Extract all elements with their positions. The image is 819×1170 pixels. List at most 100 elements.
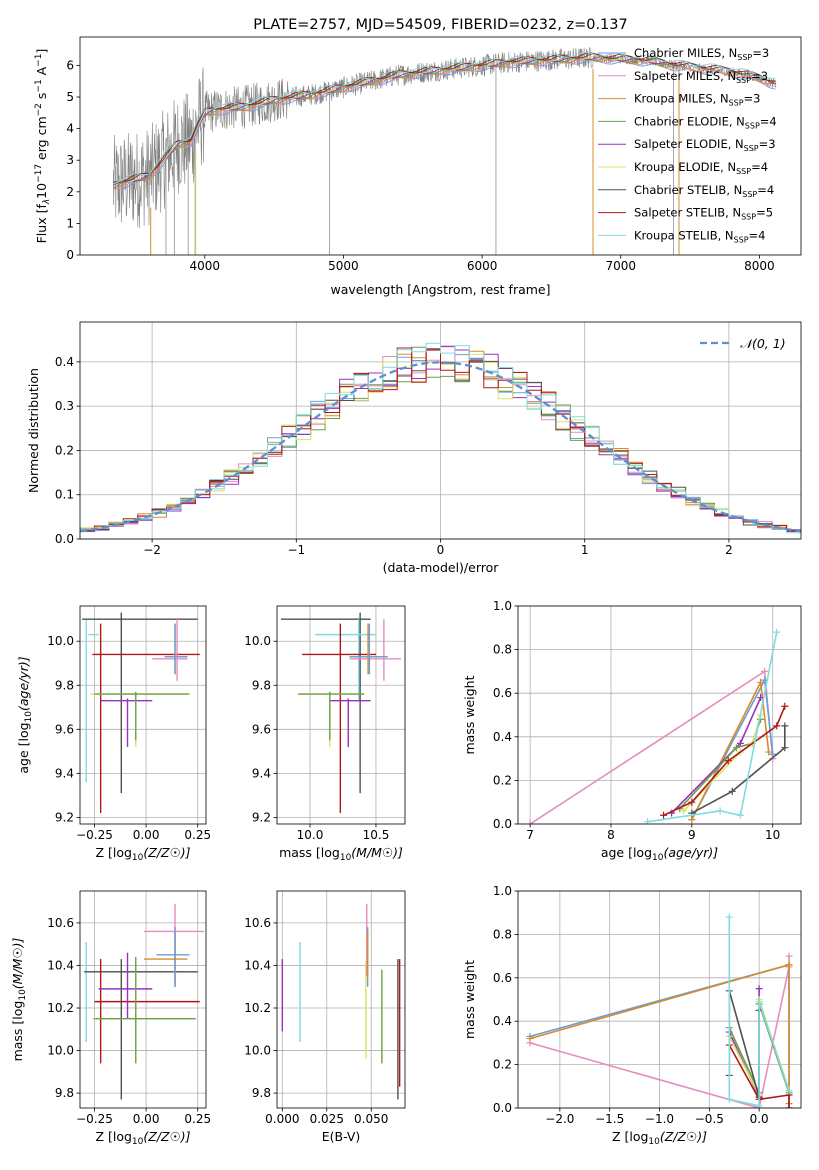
x-tick-label: 0.0 bbox=[750, 1112, 769, 1126]
legend-entry: Kroupa STELIB, NSSP=4 bbox=[634, 228, 765, 244]
data-point-marker bbox=[728, 787, 736, 795]
legend-entry: Chabrier ELODIE, NSSP=4 bbox=[634, 114, 777, 130]
label-part: −2 bbox=[34, 103, 44, 116]
label-part: Z [log bbox=[95, 845, 131, 860]
y-tick-label: 1.0 bbox=[493, 599, 512, 613]
axes-mass_vs_EBV: 0.000 0.025 0.050 9.8 10.0 10.2 10.4 10.6 E(B-V) bbox=[244, 890, 406, 1144]
label-part: Salpeter MILES, N bbox=[634, 69, 736, 83]
data-point-marker bbox=[688, 816, 696, 824]
x-axis-label: (data-model)/error bbox=[383, 560, 500, 575]
label-part: SSP bbox=[729, 99, 744, 108]
data-point-marker bbox=[660, 811, 668, 819]
data-point-marker bbox=[716, 807, 724, 815]
axes-frame bbox=[517, 605, 802, 825]
label-part: 10 bbox=[652, 853, 664, 863]
x-axis-label: E(B-V) bbox=[322, 1129, 361, 1144]
x-tick-label: −0.5 bbox=[695, 1112, 724, 1126]
y-tick-label: 9.8 bbox=[252, 678, 271, 692]
label-part: age [log bbox=[16, 722, 31, 773]
data-point-marker bbox=[781, 722, 789, 730]
axes-age_vs_Z: −0.25 0.00 0.259.29.49.69.810.0Z [log10(Z/… bbox=[16, 605, 211, 863]
axes-massweight_vs_Z: −2.0 −1.5 −1.0 −0.5 0.0 0.0 0.2 0.4 0.6 0.8 1.0 Z [… bbox=[462, 884, 802, 1147]
y-tick-label: 10.6 bbox=[244, 916, 271, 930]
label-part: =3 bbox=[744, 92, 761, 106]
y-tick-label: 9.4 bbox=[55, 766, 74, 780]
x-tick-label: −1 bbox=[287, 543, 305, 557]
label-part: Z [log bbox=[95, 1129, 131, 1144]
y-axis-label: mass weight bbox=[462, 675, 477, 754]
series-line-kroupa-stelib bbox=[647, 632, 778, 823]
label-part: Salpeter ELODIE, N bbox=[634, 137, 744, 151]
x-tick-label: 8 bbox=[607, 828, 615, 842]
data-point-marker bbox=[725, 1095, 733, 1103]
label-part: s bbox=[34, 93, 49, 104]
data-point-marker bbox=[773, 722, 781, 730]
y-tick-label: 1.0 bbox=[493, 884, 512, 898]
y-tick-label: 0.0 bbox=[55, 532, 74, 546]
y-axis-label: mass [log10(M/M☉)] bbox=[10, 937, 28, 1061]
model-line-salpeter-miles bbox=[113, 58, 776, 190]
y-tick-label: 10.0 bbox=[47, 1044, 74, 1058]
label-part: Kroupa STELIB, N bbox=[634, 228, 734, 242]
y-axis-label: Flux [fλ10−17 erg cm−2 s−1 A−1] bbox=[34, 49, 52, 244]
axes-mass_vs_Z: −0.25 0.00 0.259.810.010.210.410.6Z [log10… bbox=[10, 890, 211, 1147]
x-tick-label: 2 bbox=[725, 543, 733, 557]
legend-entry: 𝒩(0, 1) bbox=[740, 336, 786, 351]
y-axis-label: Normed distribution bbox=[26, 368, 41, 493]
y-tick-label: 10.0 bbox=[244, 634, 271, 648]
legend: Chabrier MILES, NSSP=3 Salpeter MILES, N S… bbox=[598, 46, 777, 244]
data-point-marker bbox=[688, 798, 696, 806]
label-part: 10 bbox=[18, 989, 28, 1001]
y-tick-label: 10.2 bbox=[47, 1001, 74, 1015]
label-part: SSP bbox=[742, 190, 757, 199]
data-point-marker bbox=[736, 811, 744, 819]
y-tick-label: 9.6 bbox=[55, 722, 74, 736]
x-axis-label: Z [log10(Z/Z☉)] bbox=[612, 1129, 707, 1147]
label-part: (Z/Z☉)] bbox=[660, 1129, 707, 1144]
y-tick-label: 9.8 bbox=[55, 678, 74, 692]
label-part: mass [log bbox=[279, 845, 340, 860]
y-tick-label: 0.4 bbox=[55, 355, 74, 369]
axes-frame bbox=[276, 605, 406, 825]
data-point-marker bbox=[724, 757, 732, 765]
x-axis-label: age [log10(age/yr)] bbox=[601, 845, 718, 863]
label-part: (age/yr)] bbox=[663, 845, 718, 860]
legend-entry: Kroupa ELODIE, NSSP=4 bbox=[634, 160, 768, 176]
histogram-kroupa-stelib bbox=[80, 342, 801, 534]
data-point-marker bbox=[680, 807, 688, 815]
label-part: =3 bbox=[752, 46, 769, 60]
y-tick-label: 0.8 bbox=[493, 927, 512, 941]
x-axis-label: mass [log10(M/M☉)] bbox=[279, 845, 403, 863]
y-tick-label: 0.4 bbox=[493, 730, 512, 744]
axes-frame bbox=[79, 36, 802, 256]
label-part: age [log bbox=[601, 845, 652, 860]
x-tick-label: 0.000 bbox=[265, 1112, 299, 1126]
x-axis-label: Z [log10(Z/Z☉)] bbox=[95, 845, 190, 863]
axes-frame bbox=[79, 605, 207, 825]
label-part: 10 bbox=[340, 853, 352, 863]
label-part: erg cm bbox=[34, 116, 49, 164]
plot-area bbox=[113, 47, 777, 255]
x-tick-label: −1.0 bbox=[645, 1112, 674, 1126]
x-tick-label: 0 bbox=[437, 543, 445, 557]
axes-residuals: −2 −1 0 1 2 0.0 0.1 0.2 0.3 0.4 𝒩(0, 1) (data-model… bbox=[26, 321, 802, 575]
y-tick-label: 9.8 bbox=[55, 1086, 74, 1100]
model-line-kroupa-stelib bbox=[113, 51, 776, 184]
label-part: 10 bbox=[132, 1137, 144, 1147]
label-part: Chabrier ELODIE, N bbox=[634, 114, 745, 128]
y-tick-label: 0.2 bbox=[493, 773, 512, 787]
data-point-marker bbox=[526, 1035, 534, 1043]
y-tick-label: 10.0 bbox=[47, 634, 74, 648]
x-tick-label: 5000 bbox=[328, 259, 359, 273]
data-point-marker bbox=[773, 628, 781, 636]
x-tick-label: 8000 bbox=[744, 259, 775, 273]
y-tick-label: 9.8 bbox=[252, 1086, 271, 1100]
label-part: Chabrier STELIB, N bbox=[634, 183, 742, 197]
plot-area bbox=[280, 612, 402, 813]
legend-entry: Chabrier MILES, NSSP=3 bbox=[634, 46, 769, 62]
data-point-marker bbox=[757, 678, 765, 686]
x-tick-label: 7 bbox=[526, 828, 534, 842]
x-tick-label: 0.025 bbox=[310, 1112, 344, 1126]
x-tick-label: −0.25 bbox=[76, 828, 113, 842]
